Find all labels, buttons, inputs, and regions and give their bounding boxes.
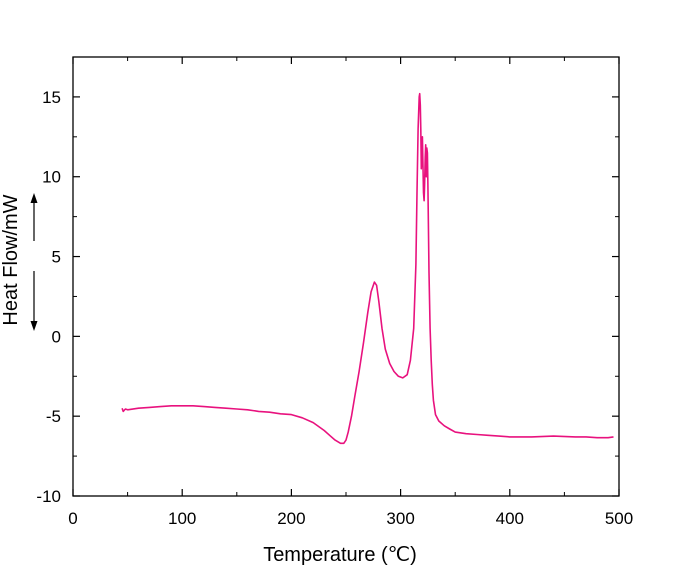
x-tick-label: 300 xyxy=(386,509,414,528)
y-tick-label: 10 xyxy=(42,168,61,187)
y-tick-label: -10 xyxy=(36,487,61,506)
x-tick-label: 200 xyxy=(277,509,305,528)
y-tick-label: 0 xyxy=(52,327,61,346)
y-axis: -10 -5 0 5 10 15 xyxy=(36,88,619,506)
x-axis-title: Temperature (℃) xyxy=(263,544,417,566)
x-tick-label: 500 xyxy=(605,509,633,528)
x-tick-label: 0 xyxy=(68,509,77,528)
y-tick-label: 15 xyxy=(42,88,61,107)
y-axis-title: Heat Flow/mW xyxy=(0,194,22,325)
plot-frame xyxy=(72,56,620,497)
y-tick-label: 5 xyxy=(52,248,61,267)
heat-flow-series-line xyxy=(121,92,614,445)
x-tick-label: 400 xyxy=(496,509,524,528)
x-axis: 0 100 200 300 400 500 xyxy=(68,57,633,528)
y-tick-label: -5 xyxy=(46,407,61,426)
x-tick-label: 100 xyxy=(168,509,196,528)
up-down-arrow-icon xyxy=(30,193,38,331)
